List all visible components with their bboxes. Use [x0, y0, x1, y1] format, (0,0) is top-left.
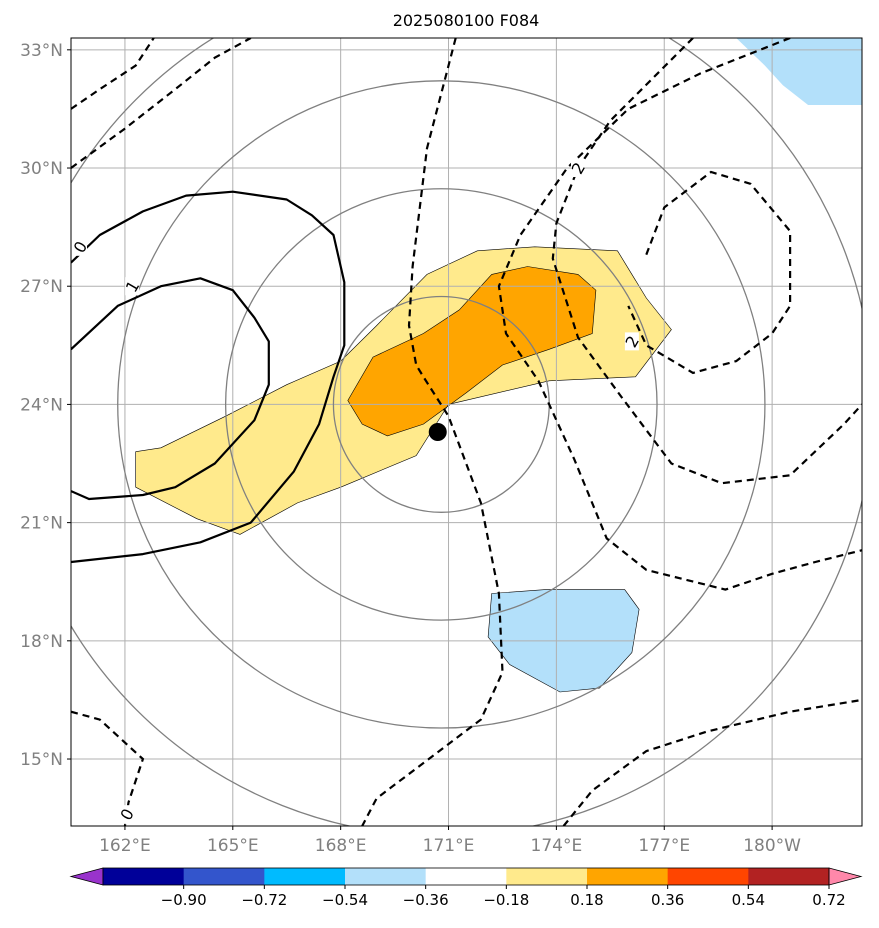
colorbar-segment-4 [345, 868, 427, 885]
colorbar-tick-label-6: 0.36 [651, 891, 684, 909]
dashed-contour-8 [562, 698, 862, 826]
solid-contour-1 [71, 277, 270, 501]
lon-tick-label-3: 171°E [423, 836, 475, 856]
colorbar-tick-label-7: 0.54 [732, 891, 765, 909]
colorbar-tick-label-3: −0.36 [403, 891, 449, 909]
colorbar-tick-label-1: −0.72 [241, 891, 287, 909]
contour-label-bg-2 [119, 805, 134, 824]
solid-contour-0 [71, 190, 346, 564]
shaded-outline-1 [347, 266, 597, 437]
dashed-contour-4 [361, 38, 504, 826]
range-ring-1 [224, 188, 658, 621]
colorbar-segment-6 [506, 868, 588, 885]
shaded-region-1 [347, 266, 596, 436]
contour-label-bg-3 [570, 159, 585, 178]
lat-tick-label-2: 21°N [20, 514, 63, 534]
colorbar-tick-label-5: 0.18 [570, 891, 603, 909]
colorbar-extend-high [828, 867, 863, 886]
contour-label-bg-4 [624, 332, 639, 351]
lon-tick-label-2: 168°E [315, 836, 367, 856]
colorbar-segment-3 [264, 868, 346, 885]
lon-tick-label-4: 174°E [531, 836, 583, 856]
colorbar-segment-1 [103, 868, 185, 885]
colorbar: −0.90 −0.72 −0.54 −0.36 −0.18 0.18 0.36 0.54 0.7… [69, 867, 863, 909]
colorbar-segment-8 [667, 868, 749, 885]
colorbar-extend-low [69, 867, 104, 886]
axes: 162°E 165°E 168°E 171°E 174°E 177°E 180°W 15°N 1… [20, 37, 863, 856]
colorbar-segment-5 [425, 868, 507, 885]
lon-tick-label-0: 162°E [99, 836, 151, 856]
shaded-region-3 [736, 38, 862, 105]
chart-title: 2025080100 F084 [393, 11, 540, 30]
lat-tick-label-5: 30°N [20, 159, 63, 179]
storm-center-marker [428, 423, 447, 441]
dashed-contour-7 [627, 170, 792, 375]
shaded-outline-2 [487, 589, 640, 693]
dashed-contour-2 [71, 710, 145, 826]
lat-tick-label-1: 18°N [20, 632, 63, 652]
colorbar-tick-label-4: −0.18 [483, 891, 529, 909]
dashed-contour-0 [71, 38, 155, 110]
colorbar-segment-7 [587, 868, 669, 885]
dashed-contour-1 [71, 38, 252, 169]
lon-tick-label-6: 180°W [743, 836, 801, 856]
colorbar-tick-label-2: −0.54 [322, 891, 368, 909]
plot-frame [70, 37, 863, 827]
contour-label-bg-1 [125, 277, 140, 296]
lat-tick-label-0: 15°N [20, 750, 63, 770]
range-ring-3 [71, 38, 862, 826]
shaded-outline-0 [135, 246, 672, 535]
lon-tick-label-1: 165°E [207, 836, 259, 856]
contour-label-bg-0 [72, 237, 87, 256]
lat-tick-label-4: 27°N [20, 277, 63, 297]
lat-tick-label-6: 33°N [20, 41, 63, 61]
lon-tick-label-5: 177°E [638, 836, 690, 856]
colorbar-frame [102, 867, 830, 886]
range-ring-2 [117, 80, 766, 729]
lat-tick-label-3: 24°N [20, 395, 63, 415]
dashed-contour-5 [551, 38, 862, 485]
colorbar-segment-9 [748, 868, 830, 885]
dashed-contour-6 [497, 38, 862, 591]
colorbar-tick-label-0: −0.90 [161, 891, 207, 909]
colorbar-tick-label-8: 0.72 [812, 891, 845, 909]
colorbar-segment-2 [183, 868, 265, 885]
